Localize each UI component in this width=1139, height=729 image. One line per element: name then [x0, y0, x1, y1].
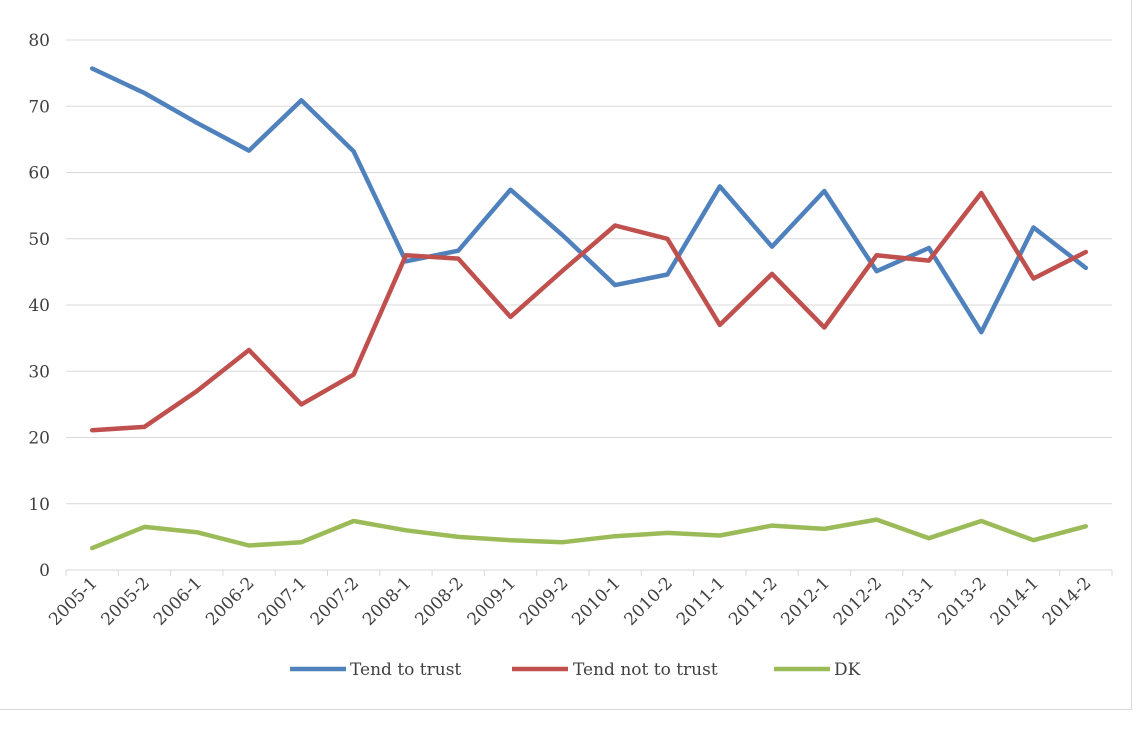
series-line-2: [89, 517, 1089, 551]
x-tick-label: 2011-2: [725, 573, 781, 629]
x-tick-label: 2008-2: [411, 573, 467, 629]
x-axis: [65, 569, 1113, 576]
series-line-1: [89, 190, 1089, 433]
y-tick-label: 80: [28, 31, 50, 51]
legend-label-2: DK: [834, 660, 861, 680]
x-tick-label: 2010-2: [621, 573, 677, 629]
series-line-0: [89, 66, 1089, 335]
x-tick-label: 2006-2: [202, 573, 258, 629]
x-tick-label: 2007-1: [254, 573, 310, 629]
x-tick-label: 2014-2: [1039, 573, 1095, 629]
y-tick-label: 20: [28, 429, 50, 449]
y-axis-tick-labels: 0 10 20 30 40 50 60 70 80: [28, 31, 50, 581]
x-tick-label: 2007-2: [307, 573, 363, 629]
x-tick-label: 2009-2: [516, 573, 572, 629]
y-tick-label: 70: [28, 97, 50, 117]
legend-label-0: Tend to trust: [350, 660, 461, 680]
gridlines: [66, 39, 1112, 505]
x-tick-label: 2013-2: [934, 573, 990, 629]
y-tick-label: 30: [28, 362, 50, 382]
x-tick-label: 2012-2: [830, 573, 886, 629]
y-tick-label: 60: [28, 164, 50, 184]
series-lines: [89, 66, 1089, 551]
y-tick-label: 10: [28, 495, 50, 515]
y-tick-label: 40: [28, 296, 50, 316]
x-tick-label: 2011-1: [673, 573, 729, 629]
y-tick-label: 0: [39, 561, 50, 581]
x-tick-label: 2009-1: [464, 573, 520, 629]
y-tick-label: 50: [28, 230, 50, 250]
x-tick-label: 2006-1: [150, 573, 206, 629]
x-tick-label: 2005-1: [45, 573, 101, 629]
x-tick-label: 2013-1: [882, 573, 938, 629]
legend: Tend to trust Tend not to trust DK: [290, 660, 861, 680]
x-tick-label: 2010-1: [568, 573, 624, 629]
x-tick-label: 2012-1: [777, 573, 833, 629]
chart-frame: [0, 0, 1132, 710]
x-tick-label: 2005-2: [98, 573, 154, 629]
x-axis-tick-labels: 2005-12005-22006-12006-22007-12007-22008…: [45, 573, 1095, 629]
legend-label-1: Tend not to trust: [573, 660, 718, 680]
x-tick-label: 2014-1: [987, 573, 1043, 629]
x-tick-label: 2008-1: [359, 573, 415, 629]
